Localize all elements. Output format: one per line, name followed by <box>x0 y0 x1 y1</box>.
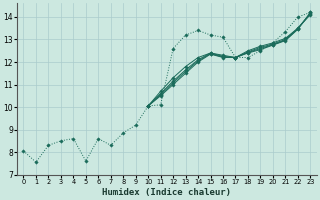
X-axis label: Humidex (Indice chaleur): Humidex (Indice chaleur) <box>102 188 231 197</box>
